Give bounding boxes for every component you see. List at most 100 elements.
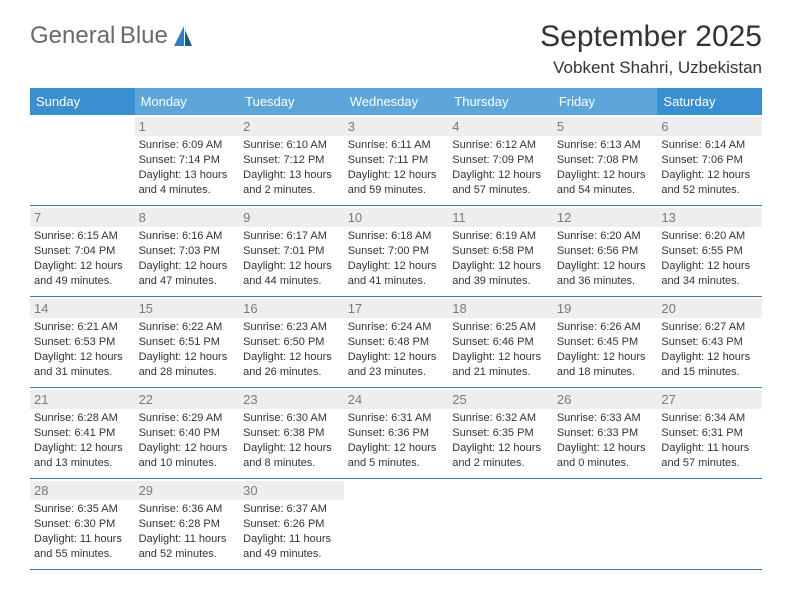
day-details: Sunrise: 6:16 AMSunset: 7:03 PMDaylight:… [139, 229, 236, 288]
day-cell: 19Sunrise: 6:26 AMSunset: 6:45 PMDayligh… [553, 297, 658, 387]
day-details: Sunrise: 6:09 AMSunset: 7:14 PMDaylight:… [139, 138, 236, 197]
day-cell: 2 Sunrise: 6:10 AMSunset: 7:12 PMDaylight… [239, 115, 344, 205]
day-number: 14 [30, 299, 135, 318]
day-cell: 21Sunrise: 6:28 AMSunset: 6:41 PMDayligh… [30, 388, 135, 478]
day-number: 9 [239, 208, 344, 227]
day-details: Sunrise: 6:27 AMSunset: 6:43 PMDaylight:… [661, 320, 758, 379]
day-cell: 24 Sunrise: 6:31 AMSunset: 6:36 PMDayligh… [344, 388, 449, 478]
day-cell: 20Sunrise: 6:27 AMSunset: 6:43 PMDayligh… [657, 297, 762, 387]
day-number: 21 [30, 390, 135, 409]
day-details: Sunrise: 6:33 AMSunset: 6:33 PMDaylight:… [557, 411, 654, 470]
day-number: 5 [553, 117, 658, 136]
day-details: Sunrise: 6:37 AMSunset: 6:26 PMDaylight:… [243, 502, 340, 561]
day-details: Sunrise: 6:20 AMSunset: 6:55 PMDaylight:… [661, 229, 758, 288]
day-number: 28 [30, 481, 135, 500]
day-cell: 16 Sunrise: 6:23 AMSunset: 6:50 PMDayligh… [239, 297, 344, 387]
day-details: Sunrise: 6:31 AMSunset: 6:36 PMDaylight:… [348, 411, 445, 470]
day-details: Sunrise: 6:29 AMSunset: 6:40 PMDaylight:… [139, 411, 236, 470]
day-details: Sunrise: 6:17 AMSunset: 7:01 PMDaylight:… [243, 229, 340, 288]
day-details: Sunrise: 6:32 AMSunset: 6:35 PMDaylight:… [452, 411, 549, 470]
day-cell: 7 Sunrise: 6:15 AMSunset: 7:04 PMDaylight… [30, 206, 135, 296]
day-details: Sunrise: 6:18 AMSunset: 7:00 PMDaylight:… [348, 229, 445, 288]
day-number: 17 [344, 299, 449, 318]
day-number: 18 [448, 299, 553, 318]
day-cell: 4 Sunrise: 6:12 AMSunset: 7:09 PMDaylight… [448, 115, 553, 205]
day-cell: 6 Sunrise: 6:14 AMSunset: 7:06 PMDaylight… [657, 115, 762, 205]
day-details: Sunrise: 6:10 AMSunset: 7:12 PMDaylight:… [243, 138, 340, 197]
day-number: 22 [135, 390, 240, 409]
day-cell: 23Sunrise: 6:30 AMSunset: 6:38 PMDayligh… [239, 388, 344, 478]
day-details: Sunrise: 6:11 AMSunset: 7:11 PMDaylight:… [348, 138, 445, 197]
week-row: 14 Sunrise: 6:21 AMSunset: 6:53 PMDayligh… [30, 297, 762, 388]
day-cell: 11Sunrise: 6:19 AMSunset: 6:58 PMDayligh… [448, 206, 553, 296]
day-cell: 27 Sunrise: 6:34 AMSunset: 6:31 PMDayligh… [657, 388, 762, 478]
day-details: Sunrise: 6:22 AMSunset: 6:51 PMDaylight:… [139, 320, 236, 379]
sail-icon [172, 24, 194, 53]
day-number: 16 [239, 299, 344, 318]
day-number: 26 [553, 390, 658, 409]
day-cell: 5 Sunrise: 6:13 AMSunset: 7:08 PMDaylight… [553, 115, 658, 205]
day-details: Sunrise: 6:26 AMSunset: 6:45 PMDaylight:… [557, 320, 654, 379]
day-cell: 18 Sunrise: 6:25 AMSunset: 6:46 PMDayligh… [448, 297, 553, 387]
day-header: Friday [553, 88, 658, 115]
logo-text-bottom: Blue [120, 22, 168, 49]
week-row: 21Sunrise: 6:28 AMSunset: 6:41 PMDayligh… [30, 388, 762, 479]
day-details: Sunrise: 6:12 AMSunset: 7:09 PMDaylight:… [452, 138, 549, 197]
day-cell [553, 479, 658, 569]
day-cell [657, 479, 762, 569]
day-header: Monday [135, 88, 240, 115]
day-cell: 1Sunrise: 6:09 AMSunset: 7:14 PMDaylight… [135, 115, 240, 205]
day-number: 2 [239, 117, 344, 136]
day-header: Tuesday [239, 88, 344, 115]
logo: General Blue [30, 24, 194, 53]
day-details: Sunrise: 6:15 AMSunset: 7:04 PMDaylight:… [34, 229, 131, 288]
day-number: 10 [344, 208, 449, 227]
day-header: Sunday [30, 88, 135, 115]
day-cell: 12Sunrise: 6:20 AMSunset: 6:56 PMDayligh… [553, 206, 658, 296]
day-details: Sunrise: 6:34 AMSunset: 6:31 PMDaylight:… [661, 411, 758, 470]
page-subtitle: Vobkent Shahri, Uzbekistan [540, 58, 762, 78]
day-number: 25 [448, 390, 553, 409]
day-cell: 26 Sunrise: 6:33 AMSunset: 6:33 PMDayligh… [553, 388, 658, 478]
week-row: 7 Sunrise: 6:15 AMSunset: 7:04 PMDaylight… [30, 206, 762, 297]
day-details: Sunrise: 6:21 AMSunset: 6:53 PMDaylight:… [34, 320, 131, 379]
week-row: 1Sunrise: 6:09 AMSunset: 7:14 PMDaylight… [30, 115, 762, 206]
day-cell: 22 Sunrise: 6:29 AMSunset: 6:40 PMDayligh… [135, 388, 240, 478]
logo-text-top: General [30, 22, 115, 49]
day-cell: 25 Sunrise: 6:32 AMSunset: 6:35 PMDayligh… [448, 388, 553, 478]
header: General Blue September 2025 Vobkent Shah… [30, 20, 762, 78]
day-details: Sunrise: 6:36 AMSunset: 6:28 PMDaylight:… [139, 502, 236, 561]
day-number: 8 [135, 208, 240, 227]
day-cell: 30Sunrise: 6:37 AMSunset: 6:26 PMDayligh… [239, 479, 344, 569]
day-details: Sunrise: 6:23 AMSunset: 6:50 PMDaylight:… [243, 320, 340, 379]
title-block: September 2025 Vobkent Shahri, Uzbekista… [540, 20, 762, 78]
day-cell: 10 Sunrise: 6:18 AMSunset: 7:00 PMDayligh… [344, 206, 449, 296]
day-details: Sunrise: 6:25 AMSunset: 6:46 PMDaylight:… [452, 320, 549, 379]
day-cell: 15 Sunrise: 6:22 AMSunset: 6:51 PMDayligh… [135, 297, 240, 387]
day-number: 27 [657, 390, 762, 409]
day-header: Wednesday [344, 88, 449, 115]
week-row: 28Sunrise: 6:35 AMSunset: 6:30 PMDayligh… [30, 479, 762, 570]
weeks-container: 1Sunrise: 6:09 AMSunset: 7:14 PMDaylight… [30, 115, 762, 570]
day-number: 24 [344, 390, 449, 409]
day-number: 13 [657, 208, 762, 227]
day-details: Sunrise: 6:24 AMSunset: 6:48 PMDaylight:… [348, 320, 445, 379]
day-number: 15 [135, 299, 240, 318]
day-number: 4 [448, 117, 553, 136]
day-number: 3 [344, 117, 449, 136]
day-details: Sunrise: 6:14 AMSunset: 7:06 PMDaylight:… [661, 138, 758, 197]
day-number: 7 [30, 208, 135, 227]
day-cell: 3 Sunrise: 6:11 AMSunset: 7:11 PMDaylight… [344, 115, 449, 205]
day-number: 29 [135, 481, 240, 500]
day-cell [448, 479, 553, 569]
day-cell [30, 115, 135, 205]
day-header-row: SundayMondayTuesdayWednesdayThursdayFrid… [30, 88, 762, 115]
day-number: 11 [448, 208, 553, 227]
day-cell: 9 Sunrise: 6:17 AMSunset: 7:01 PMDaylight… [239, 206, 344, 296]
day-number: 6 [657, 117, 762, 136]
day-cell: 29 Sunrise: 6:36 AMSunset: 6:28 PMDayligh… [135, 479, 240, 569]
day-header: Saturday [657, 88, 762, 115]
day-cell: 13 Sunrise: 6:20 AMSunset: 6:55 PMDayligh… [657, 206, 762, 296]
day-details: Sunrise: 6:13 AMSunset: 7:08 PMDaylight:… [557, 138, 654, 197]
page-title: September 2025 [540, 20, 762, 54]
